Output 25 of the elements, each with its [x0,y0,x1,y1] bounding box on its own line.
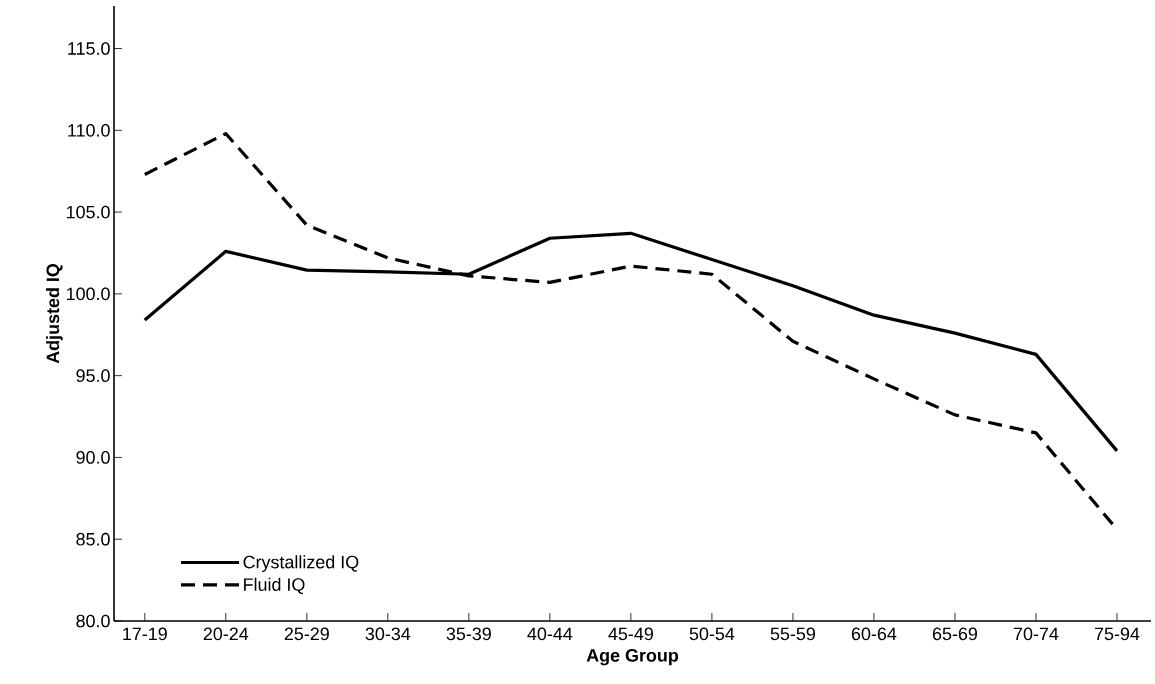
y-axis-title: Adjusted IQ [46,263,63,364]
y-tick-label: 105.0 [66,205,110,219]
x-tick-label: 25-29 [284,627,329,641]
y-tick-label: 90.0 [76,451,110,464]
x-tick-label: 65-69 [932,627,978,641]
y-tick-label: 95.0 [76,369,110,382]
x-tick-label: 55-59 [770,627,815,641]
x-tick-label: 70-74 [1013,627,1059,641]
y-tick-label: 100.0 [66,287,110,301]
y-tick-label: 110.0 [68,123,110,137]
x-tick-label: 17-19 [123,627,167,641]
x-tick-label: 50-54 [689,627,735,641]
x-tick-label: 35-39 [446,627,491,641]
y-tick-label: 80.0 [76,614,110,628]
x-tick-label: 75-94 [1094,627,1140,641]
x-tick-label: 45-49 [608,627,653,641]
x-tick-label: 60-64 [851,627,897,641]
x-axis-title: Age Group [586,649,679,666]
x-tick-label: 40-44 [527,627,573,641]
x-tick-label: 20-24 [203,627,249,641]
legend-label: Fluid IQ [244,577,305,595]
y-tick-label: 85.0 [76,532,110,546]
y-tick-label: 115.0 [68,42,110,55]
legend-label: Crystallized IQ [243,555,359,572]
x-tick-label: 30-34 [365,627,411,641]
